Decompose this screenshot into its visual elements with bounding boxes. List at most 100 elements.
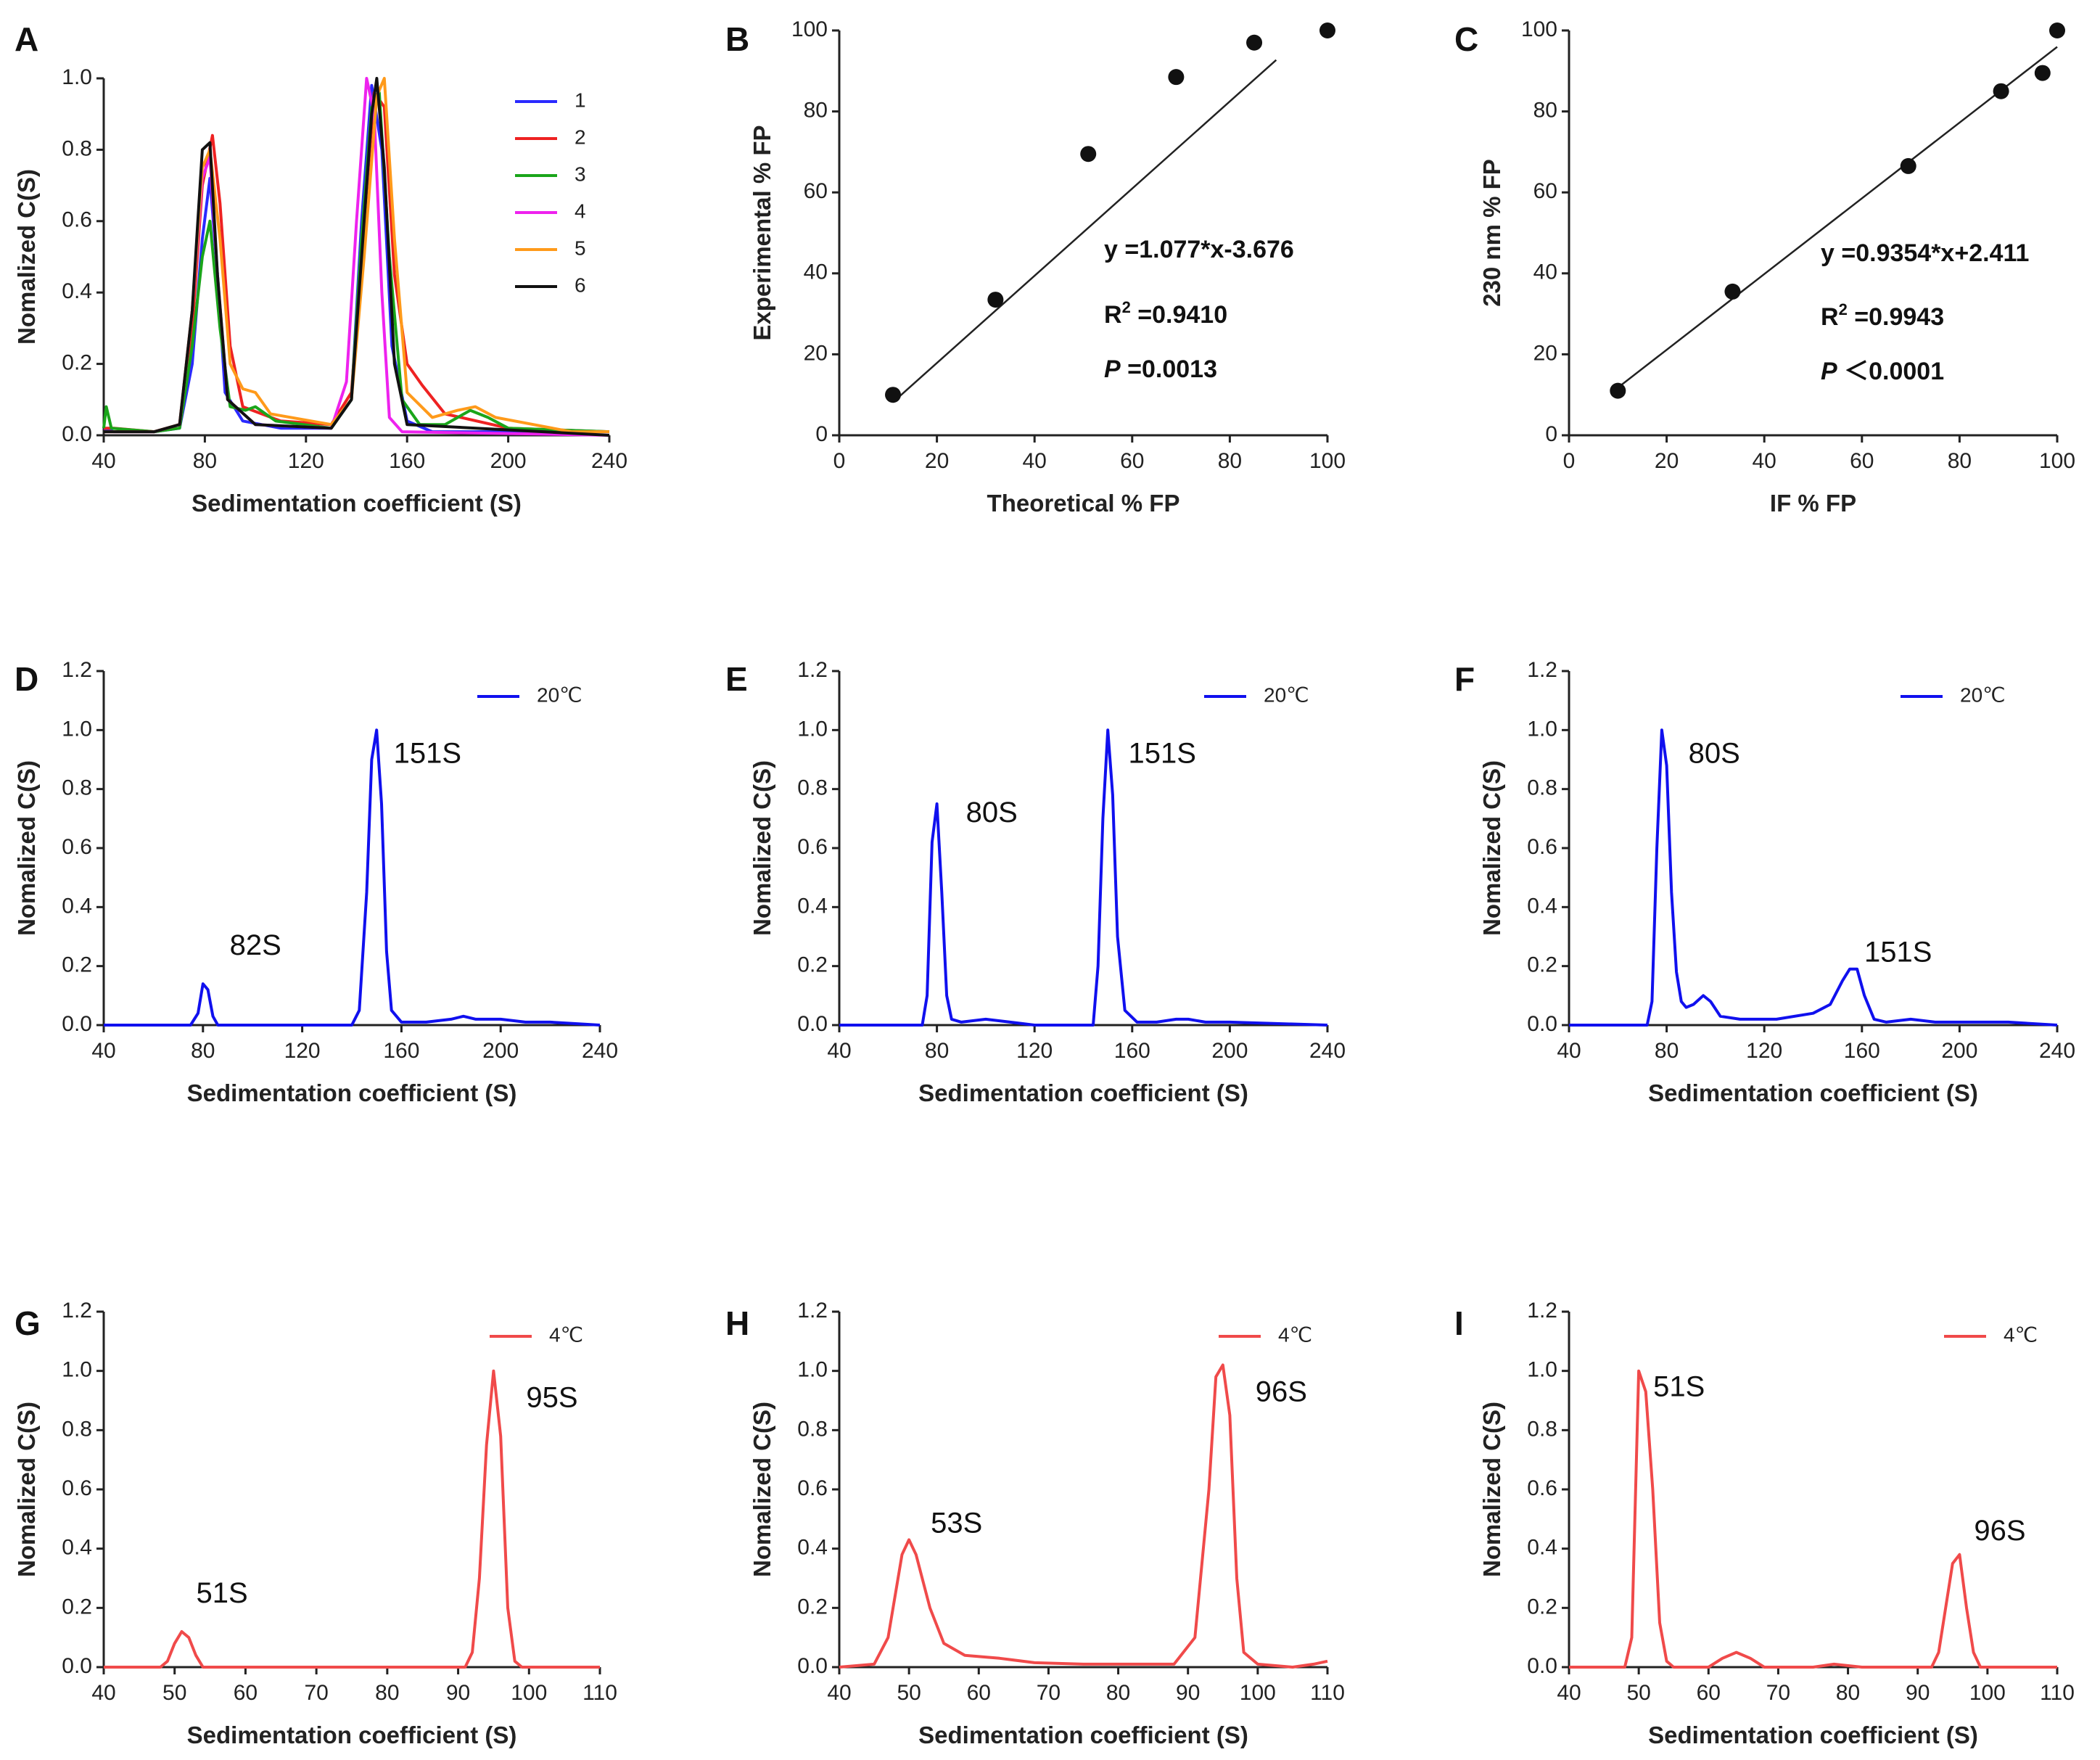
series-line-4	[839, 1363, 1328, 1669]
x-tick-label: 80	[1948, 449, 1972, 473]
x-tick-label: 40	[1557, 1681, 1581, 1705]
x-tick-label: 40	[827, 1039, 851, 1063]
y-tick-label: 0.0	[62, 1012, 92, 1036]
series-line-20	[104, 728, 601, 1027]
y-tick-label: 1.2	[62, 658, 92, 682]
y-tick-label: 100	[1521, 17, 1557, 41]
y-tick-label: 0.4	[1527, 894, 1557, 918]
x-tick-label: 40	[1557, 1039, 1581, 1063]
panel-a: A 40 80 120 160 200 240 0.0 0.2 0.4 0.6 0.8 1.0 Sedim…	[13, 20, 627, 517]
x-tick-label: 80	[375, 1681, 399, 1705]
data-point	[885, 387, 902, 403]
x-tick-label: 70	[1766, 1681, 1790, 1705]
x-tick-label: 100	[511, 1681, 547, 1705]
legend-label: 4	[575, 200, 586, 222]
x-axis-title: Sedimentation coefficient (S)	[918, 1080, 1248, 1106]
r-squared-prefix: R	[1104, 301, 1122, 329]
y-tick-label: 0.4	[797, 894, 828, 918]
panel-letter: F	[1454, 660, 1475, 698]
data-point	[1080, 146, 1097, 163]
x-tick-label: 50	[897, 1681, 921, 1705]
peak-annotation: 82S	[230, 929, 281, 961]
y-tick-label: 1.2	[797, 658, 828, 682]
fit-equation: y =0.9354*x+2.411	[1821, 239, 2029, 267]
y-tick-label: 0.6	[62, 208, 92, 232]
y-tick-label: 1.2	[1527, 1299, 1557, 1323]
y-tick-label: 0.0	[797, 1012, 828, 1036]
y-tick-label: 0.4	[1527, 1536, 1557, 1560]
x-tick-label: 240	[2039, 1039, 2075, 1063]
y-tick-label: 40	[1533, 260, 1557, 284]
x-tick-label: 120	[1016, 1039, 1053, 1063]
x-tick-label: 40	[827, 1681, 851, 1705]
x-tick-label: 110	[1310, 1681, 1345, 1705]
y-tick-label: 1.0	[797, 717, 828, 741]
y-tick-label: 0.0	[1527, 1654, 1557, 1678]
x-tick-label: 80	[925, 1039, 949, 1063]
y-tick-label: 1.2	[1527, 658, 1557, 682]
r-squared-value: =0.9410	[1131, 301, 1227, 329]
legend-label: 4℃	[1278, 1323, 1312, 1346]
x-axis-title: Sedimentation coefficient (S)	[192, 490, 522, 517]
p-symbol: P	[1821, 358, 1837, 385]
x-tick-label: 200	[1211, 1039, 1248, 1063]
x-tick-label: 200	[1941, 1039, 1977, 1063]
y-tick-label: 0.2	[797, 1595, 828, 1619]
y-tick-label: 0.2	[62, 351, 92, 375]
x-tick-label: 40	[91, 1681, 115, 1705]
panel-letter: G	[15, 1304, 41, 1342]
x-tick-label: 120	[288, 449, 324, 473]
y-tick-label: 80	[804, 99, 828, 123]
y-tick-label: 0.6	[1527, 835, 1557, 859]
data-point	[1168, 69, 1185, 86]
series-line-4	[104, 1369, 600, 1669]
r-squared-prefix: R	[1821, 303, 1839, 331]
x-tick-label: 60	[1697, 1681, 1721, 1705]
x-tick-label: 120	[1746, 1039, 1782, 1063]
x-tick-label: 110	[582, 1681, 617, 1705]
legend-label: 1	[575, 89, 586, 111]
panel-g: G 40 50 60 70 80 90 100 110 0.0 0.2 0.4 0.6 0.8 1.0 1.2…	[13, 1299, 617, 1748]
peak-annotation: 80S	[1689, 737, 1740, 769]
peak-annotation: 80S	[966, 797, 1018, 828]
x-tick-label: 0	[833, 449, 846, 473]
x-tick-label: 60	[234, 1681, 258, 1705]
x-tick-label: 60	[1120, 449, 1144, 473]
x-tick-label: 80	[1218, 449, 1242, 473]
x-tick-label: 0	[1563, 449, 1576, 473]
panel-letter: D	[15, 660, 38, 698]
legend-label: 20℃	[1960, 683, 2006, 706]
r-squared-sup: 2	[1839, 300, 1848, 318]
y-tick-label: 0.2	[797, 953, 828, 977]
r-squared-sup: 2	[1122, 298, 1131, 316]
p-value: P ＜0.0001	[1821, 358, 1944, 385]
series-line-3	[102, 91, 610, 434]
x-tick-label: 50	[1626, 1681, 1650, 1705]
y-axis-title: Nomalized C(S)	[1478, 760, 1505, 936]
legend-label: 4℃	[2004, 1323, 2038, 1346]
series-line-4	[1569, 1369, 2057, 1669]
y-axis-title: Nomalized C(S)	[13, 760, 40, 936]
data-point	[1319, 22, 1335, 38]
y-tick-label: 0.6	[62, 835, 92, 859]
y-tick-label: 0.8	[62, 1417, 92, 1441]
peak-annotation: 151S	[1864, 937, 1932, 969]
x-tick-label: 50	[162, 1681, 186, 1705]
x-axis-title: Sedimentation coefficient (S)	[918, 1722, 1248, 1748]
y-tick-label: 20	[804, 341, 828, 365]
x-tick-label: 70	[304, 1681, 328, 1705]
y-tick-label: 0.0	[62, 1654, 92, 1678]
x-tick-label: 90	[1176, 1681, 1200, 1705]
y-tick-label: 1.2	[797, 1299, 828, 1323]
x-tick-label: 100	[2039, 449, 2075, 473]
x-axis-title: IF % FP	[1770, 490, 1856, 517]
x-tick-label: 80	[1836, 1681, 1860, 1705]
y-axis-title: Nomalized C(S)	[1478, 1402, 1505, 1577]
y-tick-label: 0	[1545, 422, 1557, 446]
panel-letter: H	[725, 1304, 749, 1342]
y-tick-label: 0.0	[797, 1654, 828, 1678]
x-tick-label: 20	[925, 449, 949, 473]
x-tick-label: 240	[591, 449, 627, 473]
panel-c: C 0 20 40 60 80 100 0 20 40 60 80 100 IF % FP 230 nm %…	[1454, 17, 2075, 517]
